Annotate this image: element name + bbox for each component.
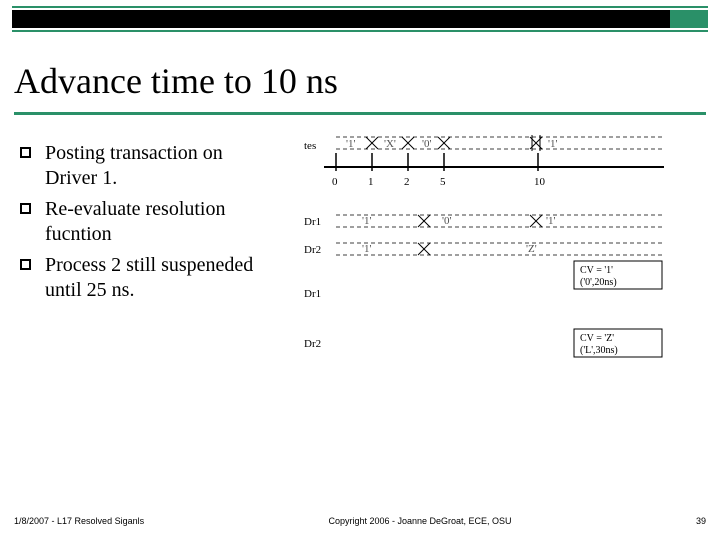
svg-text:Dr2: Dr2 xyxy=(304,244,321,256)
svg-text:'1': '1' xyxy=(548,138,557,150)
footer-center: Copyright 2006 - Joanne DeGroat, ECE, OS… xyxy=(174,516,666,526)
timing-diagram: tes 0 1 2 5 10 '1' 'X' '0' '1' Dr1 '1' '0' '1' Dr2 '1' '… xyxy=(274,133,706,378)
svg-text:'X': 'X' xyxy=(384,138,396,150)
svg-text:2: 2 xyxy=(404,176,410,188)
bullet-text: Process 2 still suspeneded until 25 ns. xyxy=(45,253,274,303)
svg-text:1: 1 xyxy=(368,176,374,188)
bullet-item: Process 2 still suspeneded until 25 ns. xyxy=(14,253,274,303)
svg-text:CV = '1': CV = '1' xyxy=(580,265,613,276)
footer: 1/8/2007 - L17 Resolved Siganls Copyrigh… xyxy=(14,516,706,526)
bullet-item: Posting transaction on Driver 1. xyxy=(14,141,274,191)
bar-line xyxy=(12,6,708,8)
bar-accent xyxy=(668,10,708,28)
bullet-icon xyxy=(20,147,31,158)
header-bar xyxy=(0,0,720,42)
svg-text:'1': '1' xyxy=(362,215,371,227)
svg-text:10: 10 xyxy=(534,176,546,188)
svg-text:Dr2: Dr2 xyxy=(304,338,321,350)
svg-text:('L',30ns): ('L',30ns) xyxy=(580,345,618,356)
svg-text:'Z': 'Z' xyxy=(526,243,537,255)
svg-text:('0',20ns): ('0',20ns) xyxy=(580,277,617,288)
svg-text:Dr1: Dr1 xyxy=(304,216,321,228)
bar-background xyxy=(12,10,708,28)
bullet-item: Re-evaluate resolution fucntion xyxy=(14,197,274,247)
bullet-icon xyxy=(20,259,31,270)
slide-title: Advance time to 10 ns xyxy=(0,42,720,108)
svg-text:0: 0 xyxy=(332,176,338,188)
slide-number: 39 xyxy=(666,516,706,526)
bullet-list: Posting transaction on Driver 1. Re-eval… xyxy=(14,133,274,378)
svg-text:'0': '0' xyxy=(442,215,451,227)
bullet-text: Re-evaluate resolution fucntion xyxy=(45,197,274,247)
bullet-icon xyxy=(20,203,31,214)
svg-text:tes: tes xyxy=(304,140,316,152)
svg-text:Dr1: Dr1 xyxy=(304,288,321,300)
svg-text:'0': '0' xyxy=(422,138,431,150)
svg-text:'1': '1' xyxy=(346,138,355,150)
svg-text:'1': '1' xyxy=(362,243,371,255)
diagram-svg: tes 0 1 2 5 10 '1' 'X' '0' '1' Dr1 '1' '0' '1' Dr2 '1' '… xyxy=(284,133,684,373)
svg-text:'1': '1' xyxy=(546,215,555,227)
bullet-text: Posting transaction on Driver 1. xyxy=(45,141,274,191)
svg-text:CV = 'Z': CV = 'Z' xyxy=(580,333,614,344)
content-area: Posting transaction on Driver 1. Re-eval… xyxy=(0,115,720,378)
svg-text:5: 5 xyxy=(440,176,446,188)
bar-line xyxy=(12,30,708,32)
footer-left: 1/8/2007 - L17 Resolved Siganls xyxy=(14,516,174,526)
